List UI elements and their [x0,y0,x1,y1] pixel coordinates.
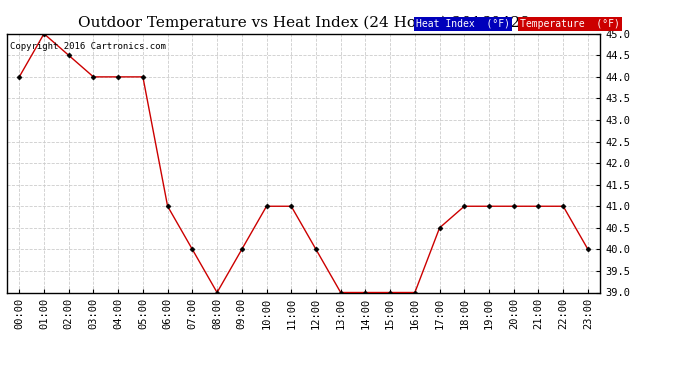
Title: Outdoor Temperature vs Heat Index (24 Hours) 20160428: Outdoor Temperature vs Heat Index (24 Ho… [78,15,529,30]
Text: Heat Index  (°F): Heat Index (°F) [416,19,511,28]
Text: Temperature  (°F): Temperature (°F) [520,19,620,28]
Text: Copyright 2016 Cartronics.com: Copyright 2016 Cartronics.com [10,42,166,51]
